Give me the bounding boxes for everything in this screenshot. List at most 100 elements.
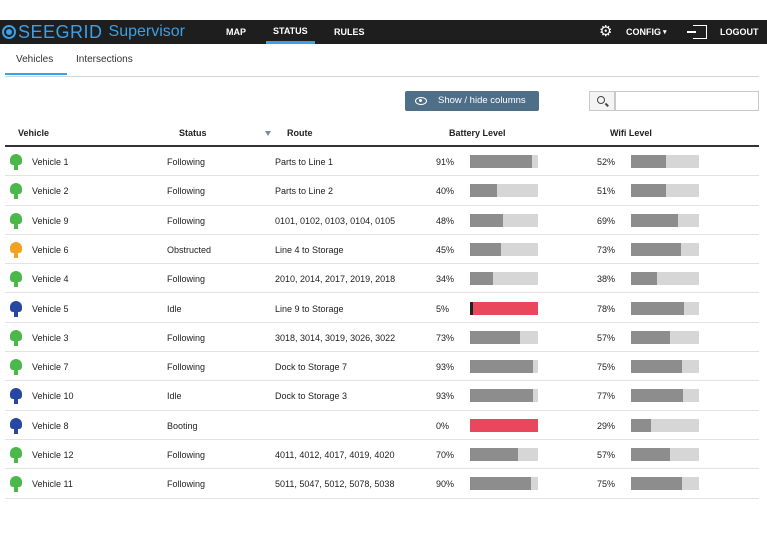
wifi-percent: 57% — [597, 332, 616, 343]
wifi-percent: 29% — [597, 420, 616, 431]
vehicle-name: Vehicle 1 — [32, 157, 69, 167]
table-row[interactable]: Vehicle 3 Following 3018, 3014, 3019, 3026… — [5, 323, 759, 353]
vehicle-name: Vehicle 7 — [32, 362, 69, 373]
vehicle-status: Idle — [167, 303, 182, 314]
wifi-level-bar-fill — [631, 155, 667, 168]
table-row[interactable]: Vehicle 12 Following 4011, 4012, 4017, 401… — [5, 440, 759, 470]
vehicle-status: Idle — [167, 391, 182, 402]
battery-percent: 91% — [436, 157, 455, 167]
nav-map[interactable]: MAP — [226, 27, 246, 37]
logout-icon[interactable] — [687, 25, 707, 39]
vehicle-status: Following — [167, 186, 206, 197]
seegrid-logo-icon — [2, 25, 16, 39]
battery-level-bar — [470, 301, 538, 315]
wifi-level-bar-fill — [631, 389, 684, 403]
battery-level-bar-fill — [470, 184, 498, 198]
battery-level-bar-fill — [470, 272, 494, 286]
column-header-vehicle[interactable]: Vehicle — [18, 128, 50, 138]
column-header-wifi-level[interactable]: Wifi Level — [610, 128, 652, 138]
wifi-level-bar — [631, 213, 699, 227]
battery-level-bar — [470, 242, 538, 256]
gear-icon[interactable]: ⚙ — [599, 23, 613, 40]
wifi-percent: 77% — [597, 391, 616, 402]
vehicle-route: Dock to Storage 3 — [275, 391, 348, 402]
wifi-level-bar — [631, 418, 699, 432]
search-button[interactable] — [589, 91, 615, 111]
table-header-divider — [5, 145, 759, 147]
vehicle-status-icon — [10, 417, 22, 434]
vehicle-name: Vehicle 5 — [32, 303, 69, 314]
nav-status[interactable]: STATUS — [266, 20, 315, 44]
table-row[interactable]: Vehicle 11 Following 5011, 5047, 5012, 507… — [5, 469, 759, 499]
battery-level-bar-fill — [470, 389, 534, 403]
battery-level-bar-fill — [470, 477, 532, 491]
vehicle-route: 5011, 5047, 5012, 5078, 5038 — [275, 479, 395, 490]
vehicle-status-icon — [10, 241, 22, 258]
battery-percent: 93% — [436, 391, 455, 402]
vehicle-name: Vehicle 2 — [32, 186, 69, 197]
battery-percent: 40% — [436, 186, 455, 197]
vehicle-status-icon — [10, 447, 22, 463]
battery-level-bar-fill — [470, 330, 520, 344]
nav-rules[interactable]: RULES — [334, 27, 365, 37]
show-hide-columns-button[interactable]: Show / hide columns — [405, 91, 539, 111]
wifi-percent: 52% — [597, 157, 616, 167]
table-row[interactable]: Vehicle 7 Following Dock to Storage 7 93% 75… — [5, 352, 759, 382]
logout-button[interactable]: LOGOUT — [720, 27, 759, 37]
seegrid-logo[interactable]: SEEGRID Supervisor — [2, 21, 185, 43]
vehicle-name: Vehicle 3 — [32, 332, 69, 343]
tab-vehicles[interactable]: Vehicles — [16, 54, 54, 65]
wifi-percent: 51% — [597, 186, 616, 197]
table-row[interactable]: Vehicle 6 Obstructed Line 4 to Storage 45% 7… — [5, 235, 759, 265]
vehicle-route: 0101, 0102, 0103, 0104, 0105 — [275, 215, 396, 226]
battery-percent: 34% — [436, 274, 455, 285]
battery-level-bar — [470, 448, 538, 461]
tab-intersections[interactable]: Intersections — [76, 54, 133, 65]
vehicle-route: 4011, 4012, 4017, 4019, 4020 — [275, 450, 395, 460]
vehicle-route: Line 9 to Storage — [275, 303, 344, 314]
battery-level-bar — [470, 418, 538, 432]
wifi-level-bar-fill — [631, 301, 685, 315]
table-row[interactable]: Vehicle 10 Idle Dock to Storage 3 93% 77% — [5, 381, 759, 411]
wifi-percent: 69% — [597, 215, 616, 226]
config-menu[interactable]: CONFIG ▾ — [626, 20, 667, 44]
wifi-level-bar — [631, 448, 699, 461]
vehicle-status-icon — [10, 154, 22, 170]
vehicle-status: Following — [167, 479, 206, 490]
wifi-level-bar — [631, 242, 699, 256]
column-header-status[interactable]: Status — [179, 128, 207, 138]
wifi-percent: 75% — [597, 362, 616, 373]
table-row[interactable]: Vehicle 2 Following Parts to Line 2 40% 51% — [5, 176, 759, 206]
vehicle-status-icon — [10, 388, 22, 405]
sort-descending-icon[interactable] — [265, 131, 271, 136]
vehicle-name: Vehicle 4 — [32, 274, 69, 285]
wifi-level-bar — [631, 389, 699, 403]
wifi-level-bar — [631, 184, 699, 198]
search-input[interactable] — [615, 91, 759, 111]
column-header-route[interactable]: Route — [287, 128, 313, 138]
wifi-level-bar — [631, 330, 699, 344]
wifi-level-bar-fill — [631, 448, 670, 461]
battery-percent: 93% — [436, 362, 455, 373]
battery-percent: 90% — [436, 479, 455, 490]
wifi-level-bar-fill — [631, 242, 681, 256]
table-row[interactable]: Vehicle 8 Booting 0% 29% — [5, 411, 759, 440]
vehicle-status-icon — [10, 359, 22, 376]
vehicle-status: Booting — [167, 420, 198, 431]
vehicle-status-icon — [10, 183, 22, 200]
vehicle-name: Vehicle 9 — [32, 215, 69, 226]
table-row[interactable]: Vehicle 4 Following 2010, 2014, 2017, 2019… — [5, 264, 759, 294]
table-row[interactable]: Vehicle 9 Following 0101, 0102, 0103, 0104… — [5, 206, 759, 235]
vehicle-status-icon — [10, 212, 22, 229]
table-row[interactable]: Vehicle 1 Following Parts to Line 1 91% 52% — [5, 147, 759, 177]
column-header-battery-level[interactable]: Battery Level — [449, 128, 506, 138]
battery-level-bar-fill — [470, 242, 501, 256]
battery-level-bar-fill — [470, 448, 518, 461]
table-row[interactable]: Vehicle 5 Idle Line 9 to Storage 5% 78% — [5, 294, 759, 323]
vehicle-status: Following — [167, 274, 206, 285]
wifi-level-bar — [631, 155, 699, 168]
battery-level-bar-fill — [470, 301, 474, 315]
battery-level-bar — [470, 213, 538, 227]
active-tab-indicator — [5, 73, 67, 75]
vehicle-route: Line 4 to Storage — [275, 244, 344, 255]
